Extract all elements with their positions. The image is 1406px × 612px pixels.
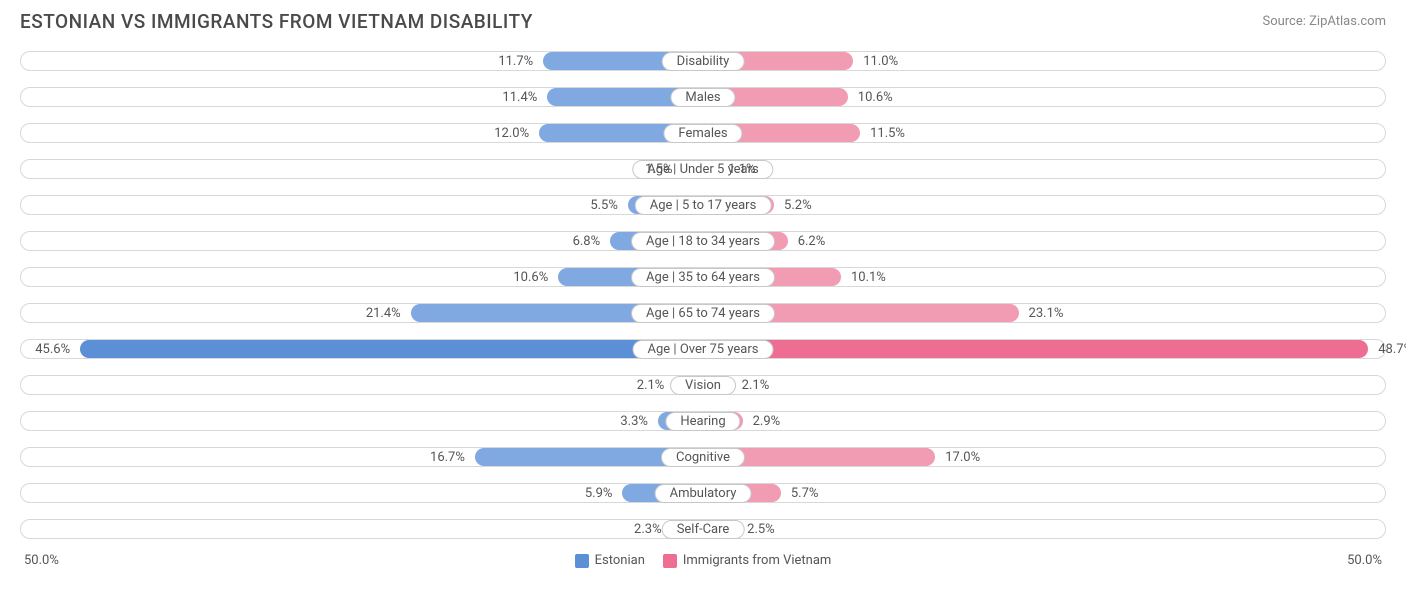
bar-right [703, 376, 732, 394]
axis-left-max: 50.0% [24, 553, 59, 568]
chart-row: 11.4%10.6%Males [20, 81, 1386, 113]
value-left: 2.3% [634, 513, 672, 545]
bar-right [703, 412, 743, 430]
value-right: 2.9% [743, 405, 781, 437]
bar-left [683, 160, 703, 178]
chart-row: 5.9%5.7%Ambulatory [20, 477, 1386, 509]
legend-item-vietnam: Immigrants from Vietnam [663, 553, 831, 568]
bar-right [703, 52, 853, 70]
value-left: 12.0% [494, 117, 539, 149]
value-left: 2.1% [637, 369, 675, 401]
value-left: 16.7% [430, 441, 475, 473]
bar-right [703, 340, 1368, 358]
value-left: 6.8% [573, 225, 611, 257]
axis-right-max: 50.0% [1347, 553, 1382, 568]
value-left: 5.9% [585, 477, 623, 509]
chart-row: 2.3%2.5%Self-Care [20, 513, 1386, 545]
value-left: 10.6% [513, 261, 558, 293]
value-left: 3.3% [620, 405, 658, 437]
bar-left [628, 196, 703, 214]
bar-right [703, 520, 737, 538]
legend-item-estonian: Estonian [575, 553, 645, 568]
bar-left [539, 124, 703, 142]
chart-header: ESTONIAN VS IMMIGRANTS FROM VIETNAM DISA… [0, 0, 1406, 41]
swatch-vietnam [663, 554, 677, 568]
value-right: 6.2% [788, 225, 826, 257]
legend-label-estonian: Estonian [595, 553, 645, 568]
bar-right [703, 484, 781, 502]
chart-row: 12.0%11.5%Females [20, 117, 1386, 149]
bar-left [547, 88, 703, 106]
bar-right [703, 448, 935, 466]
bar-left [558, 268, 703, 286]
value-right: 10.1% [841, 261, 886, 293]
value-right: 11.0% [853, 45, 898, 77]
chart-row: 11.7%11.0%Disability [20, 45, 1386, 77]
chart-row: 2.1%2.1%Vision [20, 369, 1386, 401]
value-right: 10.6% [848, 81, 893, 113]
value-right: 5.7% [781, 477, 819, 509]
bar-left [610, 232, 703, 250]
value-left: 21.4% [366, 297, 411, 329]
legend-label-vietnam: Immigrants from Vietnam [683, 553, 831, 568]
bar-left [80, 340, 703, 358]
bar-right [703, 124, 860, 142]
chart-row: 5.5%5.2%Age | 5 to 17 years [20, 189, 1386, 221]
value-left: 11.7% [498, 45, 543, 77]
bar-right [703, 88, 848, 106]
value-right: 48.7% [1368, 333, 1406, 365]
value-right: 5.2% [774, 189, 812, 221]
chart-row: 6.8%6.2%Age | 18 to 34 years [20, 225, 1386, 257]
value-right: 2.1% [732, 369, 770, 401]
bar-left [658, 412, 703, 430]
chart-source: Source: ZipAtlas.com [1262, 14, 1386, 29]
bar-left [411, 304, 703, 322]
bar-left [672, 520, 703, 538]
chart-body: 11.7%11.0%Disability11.4%10.6%Males12.0%… [0, 41, 1406, 545]
value-left: 45.6% [35, 333, 80, 365]
chart-row: 16.7%17.0%Cognitive [20, 441, 1386, 473]
chart-row: 10.6%10.1%Age | 35 to 64 years [20, 261, 1386, 293]
value-left: 1.5% [645, 153, 683, 185]
bar-left [622, 484, 703, 502]
value-left: 11.4% [502, 81, 547, 113]
value-right: 23.1% [1019, 297, 1064, 329]
chart-footer: 50.0% Estonian Immigrants from Vietnam 5… [0, 549, 1406, 568]
swatch-estonian [575, 554, 589, 568]
value-right: 17.0% [935, 441, 980, 473]
value-left: 5.5% [590, 189, 628, 221]
value-right: 1.1% [718, 153, 756, 185]
bar-right [703, 196, 774, 214]
chart-row: 21.4%23.1%Age | 65 to 74 years [20, 297, 1386, 329]
bar-left [543, 52, 703, 70]
value-right: 2.5% [737, 513, 775, 545]
value-right: 11.5% [860, 117, 905, 149]
bar-left [475, 448, 703, 466]
bar-right [703, 304, 1019, 322]
bar-left [674, 376, 703, 394]
chart-title: ESTONIAN VS IMMIGRANTS FROM VIETNAM DISA… [20, 10, 533, 33]
bar-right [703, 160, 718, 178]
bar-right [703, 268, 841, 286]
chart-row: 3.3%2.9%Hearing [20, 405, 1386, 437]
chart-row: 45.6%48.7%Age | Over 75 years [20, 333, 1386, 365]
chart-row: 1.5%1.1%Age | Under 5 years [20, 153, 1386, 185]
legend: Estonian Immigrants from Vietnam [575, 553, 832, 568]
bar-right [703, 232, 788, 250]
